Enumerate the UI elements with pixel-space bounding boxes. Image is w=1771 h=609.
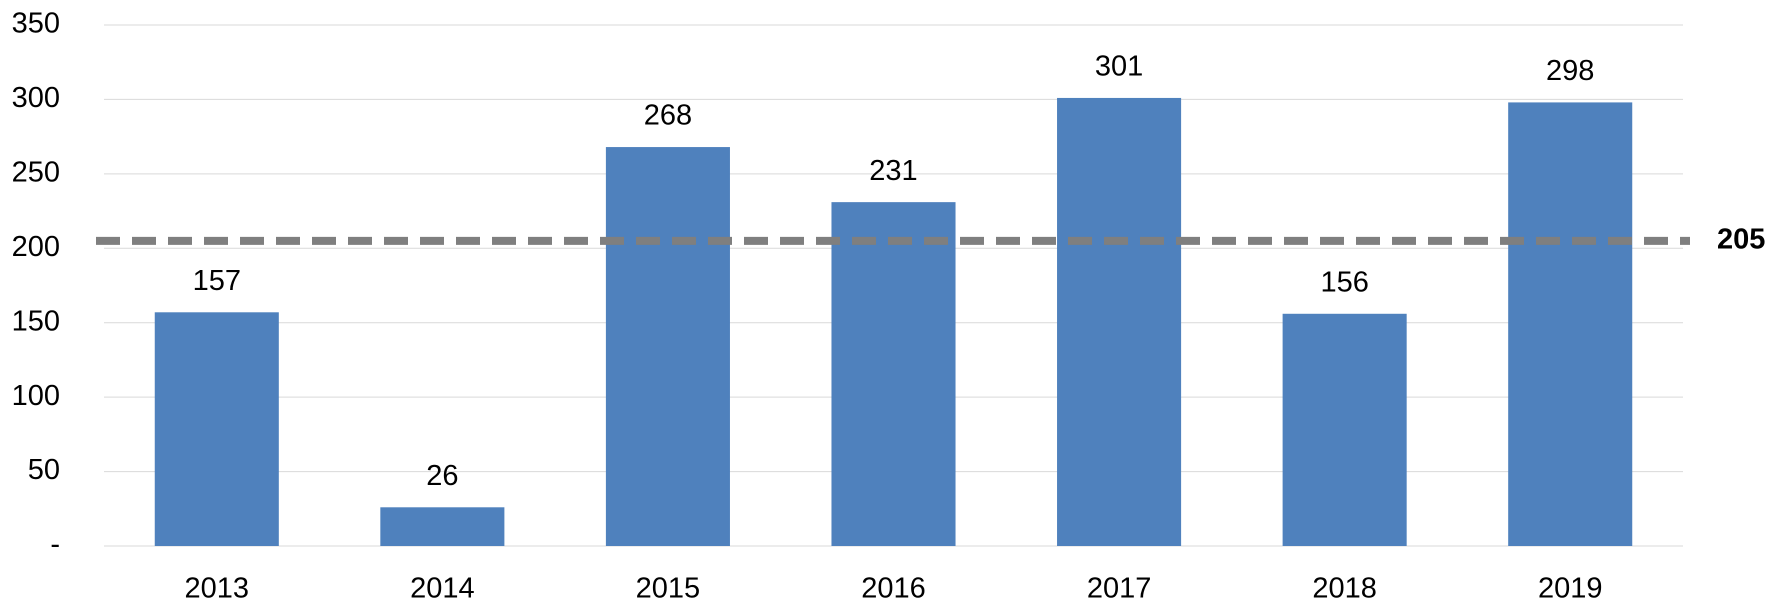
data-label: 301 [1095, 51, 1143, 83]
bar [154, 312, 279, 546]
x-tick-label: 2018 [1312, 573, 1377, 605]
y-tick-label: 150 [12, 305, 60, 337]
data-label: 26 [426, 460, 458, 492]
x-tick-label: 2013 [185, 573, 250, 605]
y-tick-label: 300 [12, 82, 60, 114]
bar [605, 147, 730, 546]
data-label: 157 [193, 265, 241, 297]
y-tick-label: 50 [28, 454, 60, 486]
x-tick-label: 2015 [636, 573, 701, 605]
data-label: 268 [644, 100, 692, 132]
y-tick-label: 100 [12, 380, 60, 412]
data-label: 156 [1320, 266, 1368, 298]
x-tick-label: 2016 [861, 573, 926, 605]
reference-label: 205 [1717, 223, 1765, 255]
y-tick-label: - [50, 529, 60, 561]
y-tick-label: 250 [12, 157, 60, 189]
bar [831, 202, 956, 546]
y-tick-label: 350 [12, 8, 60, 40]
x-tick-label: 2017 [1087, 573, 1152, 605]
x-tick-label: 2019 [1538, 573, 1603, 605]
bar [380, 507, 505, 546]
data-label: 231 [869, 155, 917, 187]
bar [1282, 313, 1407, 546]
y-tick-label: 200 [12, 231, 60, 263]
x-tick-label: 2014 [410, 573, 475, 605]
data-label: 298 [1546, 55, 1594, 87]
bar [1508, 102, 1633, 547]
bar [1057, 97, 1182, 546]
